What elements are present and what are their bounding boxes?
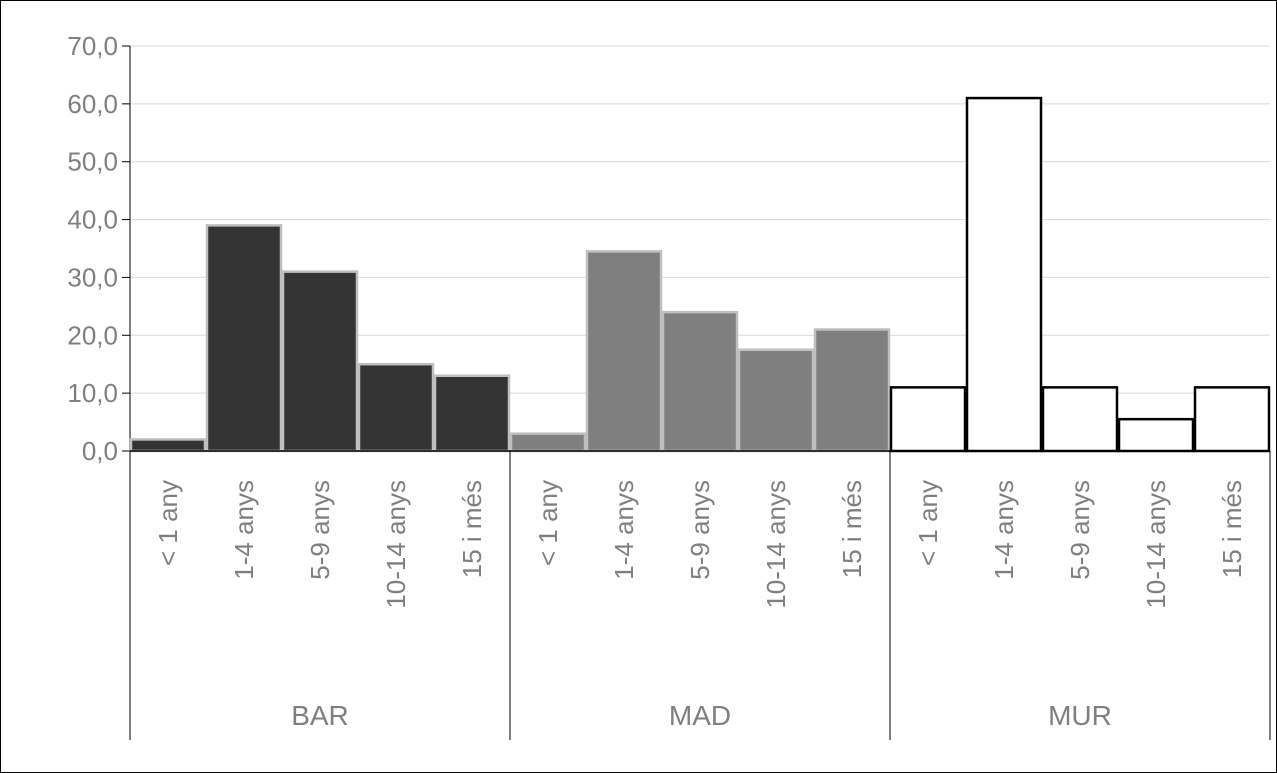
x-category-label: 15 i més [1217,480,1247,578]
y-tick-label: 20,0 [67,320,118,350]
y-tick-label: 0,0 [82,436,118,466]
bar [433,374,511,453]
bar [1041,386,1119,453]
x-category-label: < 1 any [913,480,943,566]
bar [205,224,283,453]
x-category-label: 5-9 anys [305,480,335,580]
x-category-label: 15 i més [837,480,867,578]
bar [129,438,207,453]
x-category-label: 10-14 anys [761,480,791,609]
x-category-label: 5-9 anys [1065,480,1095,580]
bar [661,310,739,453]
bar [813,328,891,453]
x-group-label: MUR [1048,700,1112,731]
bar [889,386,967,453]
y-tick-label: 30,0 [67,262,118,292]
y-tick-label: 40,0 [67,205,118,235]
bar [1117,417,1195,453]
x-group-label: MAD [669,700,731,731]
x-category-label: < 1 any [533,480,563,566]
bar [585,250,663,453]
x-category-label: < 1 any [153,480,183,566]
y-tick-label: 10,0 [67,378,118,408]
x-category-label: 1-4 anys [229,480,259,580]
bar [357,362,435,453]
y-tick-label: 50,0 [67,147,118,177]
bar [965,96,1043,453]
bar [737,348,815,453]
x-category-label: 10-14 anys [1141,480,1171,609]
bar [1193,386,1271,453]
x-category-label: 1-4 anys [609,480,639,580]
bar [281,270,359,453]
y-tick-label: 70,0 [67,31,118,61]
x-category-label: 10-14 anys [381,480,411,609]
x-group-label: BAR [291,700,349,731]
bar [509,432,587,453]
x-category-label: 5-9 anys [685,480,715,580]
x-category-label: 1-4 anys [989,480,1019,580]
y-tick-label: 60,0 [67,89,118,119]
x-category-label: 15 i més [457,480,487,578]
